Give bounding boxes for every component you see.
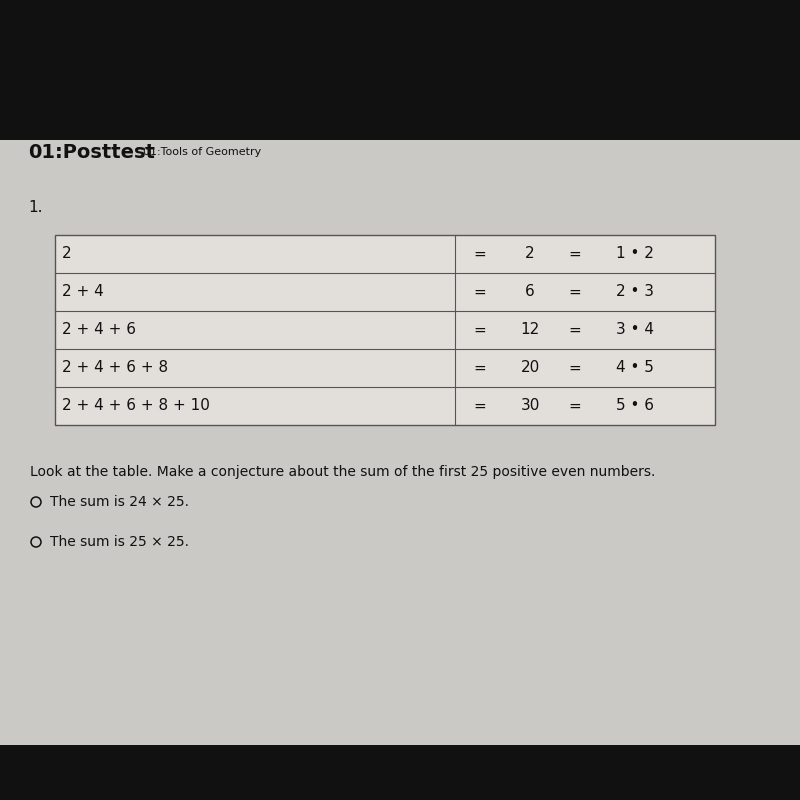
Text: 2 + 4: 2 + 4 (62, 285, 104, 299)
Text: 1.: 1. (28, 201, 42, 215)
Text: =: = (474, 398, 486, 414)
Text: =: = (474, 322, 486, 338)
Text: 1 • 2: 1 • 2 (616, 246, 654, 262)
Text: =: = (569, 246, 582, 262)
Text: =: = (474, 285, 486, 299)
Text: 2 • 3: 2 • 3 (616, 285, 654, 299)
Text: 20: 20 (520, 361, 540, 375)
Text: 2 + 4 + 6: 2 + 4 + 6 (62, 322, 136, 338)
Text: =: = (569, 285, 582, 299)
Text: 01:Tools of Geometry: 01:Tools of Geometry (143, 147, 262, 157)
Bar (55, 235, 715, 425)
Text: 2: 2 (62, 246, 72, 262)
Text: The sum is 25 × 25.: The sum is 25 × 25. (50, 535, 189, 549)
Text: =: = (474, 361, 486, 375)
Text: 2: 2 (525, 246, 535, 262)
Text: 6: 6 (525, 285, 535, 299)
Text: =: = (569, 361, 582, 375)
Bar (0, 745, 800, 800)
Text: 2 + 4 + 6 + 8 + 10: 2 + 4 + 6 + 8 + 10 (62, 398, 210, 414)
Text: 3 • 4: 3 • 4 (616, 322, 654, 338)
Text: 2 + 4 + 6 + 8: 2 + 4 + 6 + 8 (62, 361, 168, 375)
Text: 5 • 6: 5 • 6 (616, 398, 654, 414)
Text: =: = (474, 246, 486, 262)
Text: 4 • 5: 4 • 5 (616, 361, 654, 375)
Text: 01:Posttest: 01:Posttest (28, 142, 155, 162)
Text: 30: 30 (520, 398, 540, 414)
Bar (0, 0, 800, 140)
Text: =: = (569, 322, 582, 338)
Text: Look at the table. Make a conjecture about the sum of the first 25 positive even: Look at the table. Make a conjecture abo… (30, 465, 655, 479)
Text: 12: 12 (520, 322, 540, 338)
Text: The sum is 24 × 25.: The sum is 24 × 25. (50, 495, 189, 509)
Text: =: = (569, 398, 582, 414)
